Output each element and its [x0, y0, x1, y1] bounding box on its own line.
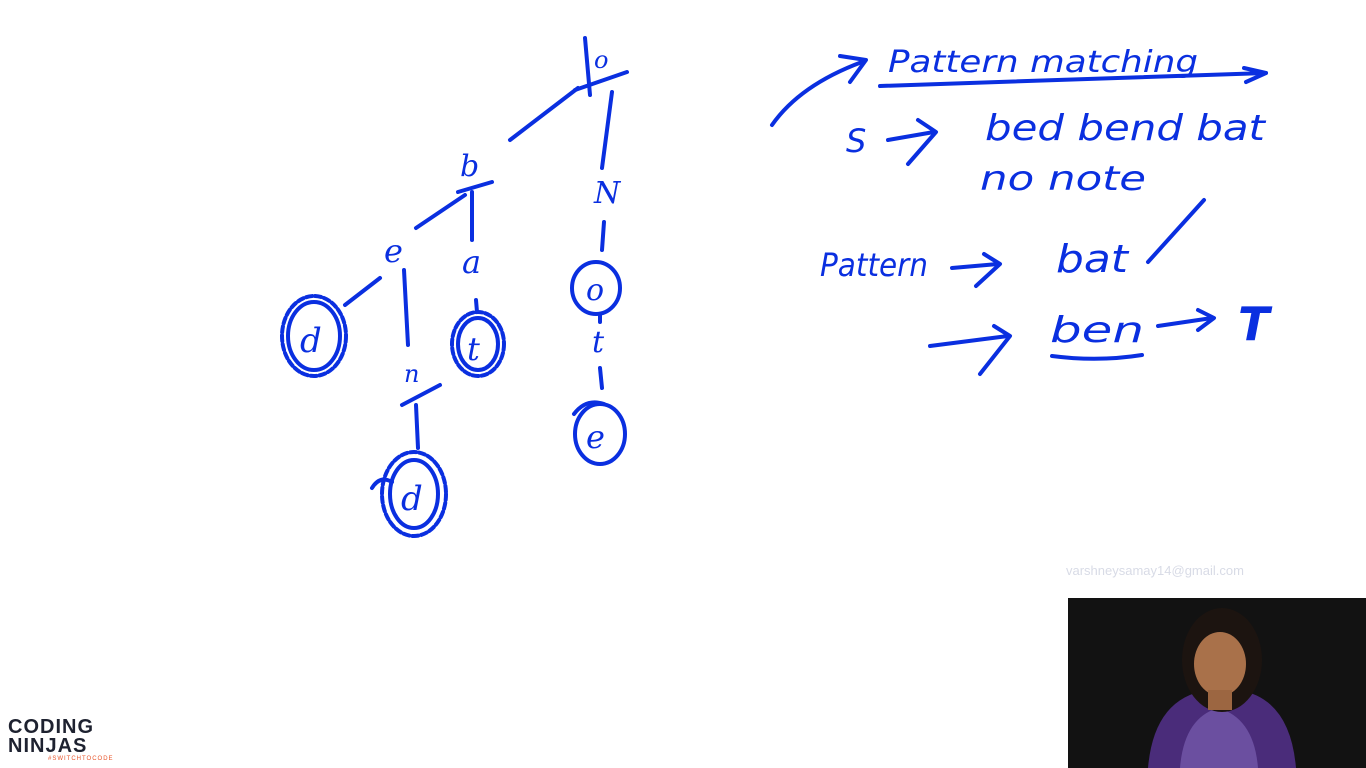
- query-underline: [1050, 353, 1144, 361]
- set-arrow-head: [906, 118, 938, 166]
- edge-N-o: [600, 220, 606, 252]
- end-node-d1-circle: [280, 294, 348, 378]
- end-node-d2-inner: [388, 458, 440, 530]
- presenter-neck: [1208, 690, 1232, 710]
- trie-node-b: b: [460, 149, 479, 184]
- set-arrow-shaft: [886, 130, 936, 142]
- result-arrow-head: [1196, 308, 1216, 332]
- title-underline-arrow: [1242, 66, 1268, 84]
- coding-ninjas-logo: CODING NINJAS #SWITCHTOCODE: [8, 716, 128, 766]
- words-line-2: no note: [980, 159, 1146, 199]
- trie-node-e: e: [384, 232, 403, 270]
- presenter-webcam: [1068, 598, 1366, 768]
- pattern-value: bat: [1056, 237, 1130, 281]
- end-node-e2-tail: [572, 400, 606, 416]
- title-arrow-shaft: [770, 60, 864, 127]
- node-n-bar: [400, 383, 442, 407]
- pattern-label: Pattern: [820, 246, 928, 284]
- trie-node-t1: t: [467, 330, 480, 368]
- logo-line-2: NINJAS: [8, 735, 88, 757]
- pattern-arrow-head: [974, 252, 1002, 288]
- trie-node-N: N: [593, 176, 622, 211]
- edge-n-d: [414, 403, 420, 450]
- query-arrow-head: [978, 324, 1012, 376]
- logo-line-1: CODING: [8, 716, 94, 738]
- result-value: T: [1238, 297, 1273, 351]
- notes-title: Pattern matching: [888, 45, 1198, 80]
- title-underline: [878, 71, 1268, 88]
- title-arrow-head: [838, 54, 868, 84]
- edge-root-N: [600, 90, 614, 170]
- edge-root-b: [508, 86, 580, 142]
- result-arrow-shaft: [1156, 316, 1214, 328]
- edge-t-e: [598, 366, 604, 390]
- end-node-d1-inner: [286, 300, 342, 372]
- query-value: ben: [1050, 310, 1144, 351]
- end-node-d2-tail: [370, 477, 394, 490]
- trie-root-label: o: [594, 46, 608, 74]
- trie-node-e2: e: [586, 418, 605, 456]
- trie-node-o: o: [586, 273, 604, 308]
- trie-node-t2: t: [592, 325, 605, 360]
- root-bar: [573, 70, 629, 92]
- words-line-1: bed bend bat: [985, 108, 1267, 149]
- presenter-face: [1194, 632, 1246, 696]
- edge-e-n: [402, 268, 410, 347]
- end-node-d2-circle: [380, 450, 448, 538]
- query-arrow-shaft: [928, 334, 1010, 348]
- edge-b-e: [414, 193, 467, 230]
- pattern-arrow-shaft: [950, 262, 1000, 270]
- trie-node-d1: d: [300, 321, 322, 361]
- end-node-t1-inner: [456, 316, 500, 372]
- presenter-shirt-front: [1180, 708, 1258, 768]
- presenter-video-frame: [1068, 598, 1366, 768]
- node-b-bar: [456, 180, 494, 194]
- end-node-o-circle: [570, 260, 622, 316]
- logo-tagline: #SWITCHTOCODE: [48, 756, 114, 762]
- check-mark: [1146, 198, 1206, 264]
- trie-node-n: n: [404, 360, 419, 388]
- trie-node-d2: d: [401, 479, 423, 519]
- edge-a-t: [474, 298, 479, 314]
- trie-node-a: a: [462, 243, 481, 281]
- end-node-t1-circle: [450, 310, 506, 378]
- email-watermark: varshneysamay14@gmail.com: [1066, 563, 1244, 578]
- set-label: S: [846, 122, 866, 160]
- edge-e-d: [343, 276, 382, 307]
